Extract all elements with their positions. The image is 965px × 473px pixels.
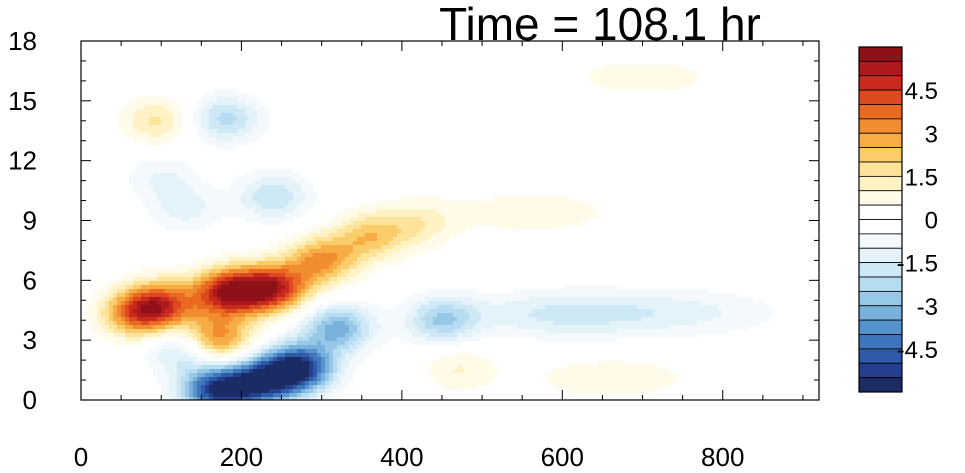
colorbar-label: -3 — [917, 294, 938, 321]
chart-title: Time = 108.1 hr — [439, 0, 761, 50]
colorbar-label: 0 — [925, 208, 938, 235]
colorbar-swatch — [858, 204, 903, 220]
colorbar-label: 4.5 — [905, 78, 938, 105]
colorbar-swatch — [858, 118, 903, 134]
colorbar-swatch — [858, 147, 903, 163]
colorbar-swatch — [858, 190, 903, 206]
colorbar-swatch — [858, 262, 903, 278]
y-tick-label: 6 — [23, 265, 37, 295]
colorbar-swatch — [858, 46, 903, 62]
colorbar-label: -1.5 — [897, 251, 938, 278]
colorbar-label: 1.5 — [905, 164, 938, 191]
colorbar-swatch — [858, 132, 903, 149]
x-tick-label: 600 — [541, 442, 584, 472]
y-tick-label: 9 — [23, 206, 37, 236]
colorbar-swatch — [858, 161, 903, 177]
colorbar-swatch — [858, 60, 903, 77]
y-tick-label: 18 — [8, 26, 37, 56]
colorbar-swatch — [858, 290, 903, 307]
x-tick-label: 800 — [701, 442, 744, 472]
colorbar-label: 3 — [925, 121, 938, 148]
colorbar-swatch — [858, 334, 903, 350]
heatmap-field — [85, 65, 774, 400]
plot-axes: 0 200 400 600 800 0 3 6 9 12 15 18 — [8, 26, 820, 472]
colorbar-swatch — [858, 362, 903, 379]
colorbar-frame — [858, 46, 903, 393]
colorbar-swatch — [858, 75, 903, 91]
y-tick-label: 3 — [23, 325, 37, 355]
colorbar-swatch — [858, 233, 903, 249]
colorbar-swatch — [858, 247, 903, 264]
x-tick-label: 200 — [220, 442, 263, 472]
colorbar-swatch — [858, 276, 903, 292]
colorbar-swatch — [858, 89, 903, 105]
colorbar: 4.5 3 1.5 0 -1.5 -3 -4.5 — [858, 46, 938, 393]
x-tick-label: 0 — [74, 442, 88, 472]
colorbar-swatch — [858, 175, 903, 192]
x-tick-label: 400 — [380, 442, 423, 472]
y-tick-label: 12 — [8, 146, 37, 176]
y-tick-label: 0 — [23, 385, 37, 415]
colorbar-swatch — [858, 377, 903, 393]
colorbar-swatch — [858, 319, 903, 335]
colorbar-swatch — [858, 305, 903, 321]
colorbar-label: -4.5 — [897, 337, 938, 364]
colorbar-swatch — [858, 348, 903, 364]
y-tick-label: 15 — [8, 86, 37, 116]
colorbar-swatch — [858, 219, 903, 235]
colorbar-swatch — [858, 104, 903, 120]
